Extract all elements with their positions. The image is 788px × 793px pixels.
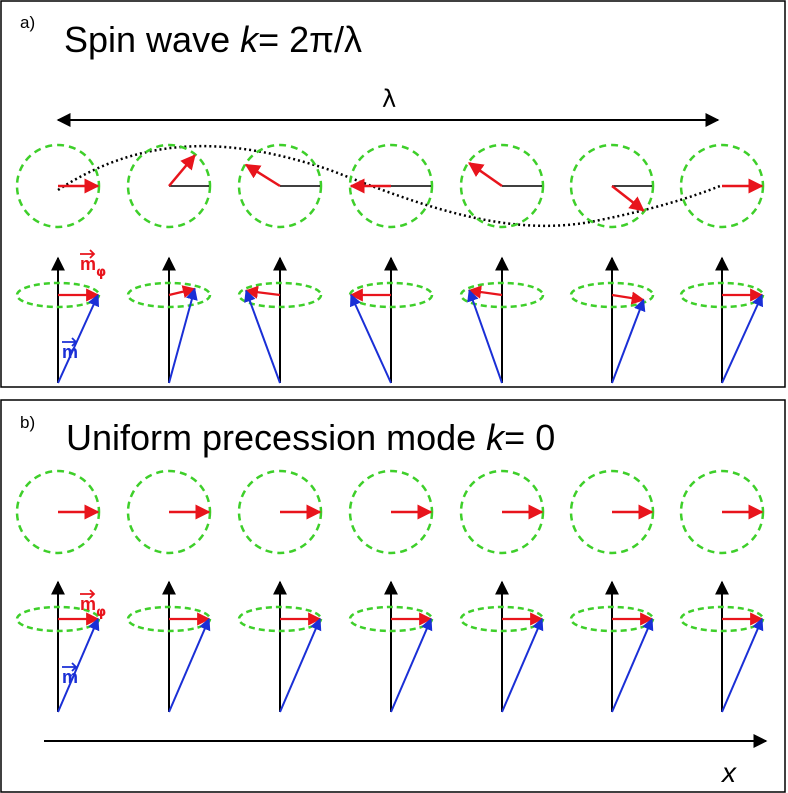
panel-a-cones-row [15, 256, 765, 384]
panel-b-m-phi-label: mφ [80, 594, 106, 620]
panel-a-precession-ellipse [126, 281, 212, 309]
x-axis-label: x [720, 757, 737, 788]
panel-b-title-suffix: = 0 [504, 417, 555, 458]
panel-a-m-arrow [467, 289, 503, 384]
panel-a-m-arrow [244, 289, 281, 384]
panel-a-title-suffix: = 2π/λ [258, 19, 362, 60]
panel-a-m-phi-arrow [611, 185, 645, 212]
panel-a-letter: a) [20, 13, 35, 32]
panel-a-title: Spin wave k= 2π/λ [64, 19, 362, 60]
panel-a-m-phi-arrow [244, 285, 281, 299]
panel-a-title-k: k [240, 19, 260, 60]
panel-a-precession-ellipse [459, 281, 545, 309]
panel-a-m-arrow [611, 298, 646, 384]
panel-a-m-arrow [350, 293, 392, 384]
panel-b-m-arrow [501, 617, 544, 713]
panel-a-m-phi-arrow [611, 291, 645, 305]
panel-b-m-arrow [57, 617, 100, 713]
panel-b-circles-row [15, 469, 765, 555]
panel-b-m-phi-overarrow [80, 589, 96, 599]
panel-a-m-overarrow [62, 337, 78, 347]
panel-a-precession-circle [348, 143, 434, 229]
spin-wave-curve [57, 144, 721, 228]
panel-a-title-prefix: Spin wave [64, 19, 240, 60]
panel-a-m-phi-arrow [244, 163, 281, 188]
panel-a-m-phi-arrow [467, 285, 503, 299]
panel-b-title: Uniform precession mode k= 0 [66, 417, 555, 458]
panel-b-title-prefix: Uniform precession mode [66, 417, 486, 458]
panel-a-precession-circle [237, 143, 323, 229]
panel-a-precession-circle [126, 143, 212, 229]
panel-b-m-arrow [390, 617, 433, 713]
panel-b-m-arrow [611, 617, 654, 713]
panel-b-m-arrow [279, 617, 322, 713]
panel-b-cones-row [15, 580, 765, 713]
panel-a-m-arrow [721, 293, 763, 384]
wavelength-label: λ [382, 85, 396, 113]
panel-a-precession-ellipse [348, 281, 434, 309]
panel-a-precession-circle [459, 143, 545, 229]
panel-a-precession-ellipse [569, 281, 655, 309]
panel-a-m-arrow [168, 287, 198, 384]
panel-b-m-label: m [62, 667, 78, 687]
panel-a-frame [0, 0, 786, 388]
panel-a-m-phi-arrow [168, 154, 196, 187]
panel-a-m-label: m [62, 342, 78, 362]
panel-b-m-arrow [168, 617, 211, 713]
panel-a-precession-ellipse [237, 281, 323, 309]
panel-b-letter: b) [20, 413, 35, 432]
panel-a-m-arrow [57, 293, 99, 384]
panel-b-m-arrow [721, 617, 764, 713]
panel-a-m-phi-arrow [468, 162, 503, 188]
panel-b-title-k: k [486, 417, 506, 458]
panel-b-frame [0, 399, 786, 793]
panel-b-m-overarrow [62, 662, 78, 672]
panel-a-m-phi-label: mφ [80, 254, 106, 280]
panel-a-precession-circle [569, 143, 655, 229]
panel-a-m-phi-arrow [168, 285, 196, 299]
panel-a-circles-row [15, 143, 765, 229]
panel-a-m-phi-overarrow [80, 249, 96, 259]
